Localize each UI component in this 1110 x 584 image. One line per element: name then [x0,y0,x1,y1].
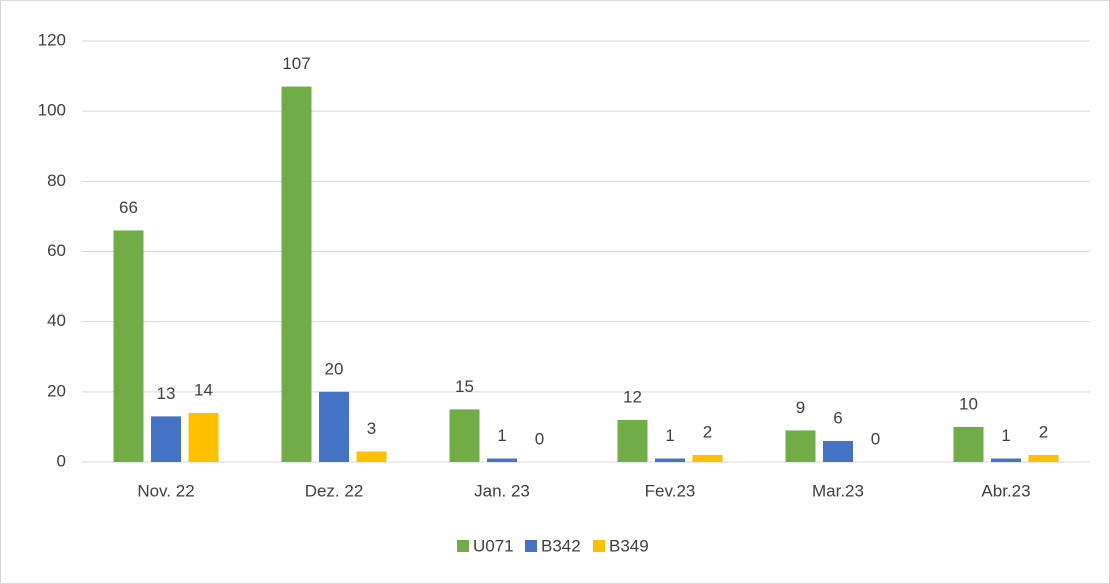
bar [823,440,853,462]
data-label: 6 [833,408,842,427]
x-tick-label: Jan. 23 [474,481,530,500]
data-label: 9 [796,398,805,417]
legend-swatch [593,540,605,552]
bar [113,230,144,462]
data-label: 1 [1001,426,1010,445]
bar [617,419,648,462]
bar [188,412,219,462]
x-tick-label: Abr.23 [981,481,1030,500]
data-label: 12 [623,387,642,406]
bar [785,430,816,462]
data-label: 20 [325,359,344,378]
data-label: 10 [959,394,978,413]
data-label: 0 [871,429,880,448]
bar [319,391,349,462]
legend-label: B349 [609,536,649,555]
y-tick-label: 40 [47,311,66,330]
data-label: 107 [282,54,310,73]
x-tick-label: Fev.23 [645,481,696,500]
bar [449,409,480,462]
y-tick-label: 20 [47,381,66,400]
data-label: 2 [703,422,712,441]
y-tick-label: 0 [57,451,66,470]
data-label: 0 [535,429,544,448]
bar [655,458,685,462]
bar [1028,454,1059,462]
legend-swatch [525,540,537,552]
bar [356,451,387,462]
bar [151,416,181,462]
data-label: 3 [367,419,376,438]
y-tick-label: 60 [47,241,66,260]
x-tick-label: Nov. 22 [137,481,194,500]
data-label: 2 [1039,422,1048,441]
data-label: 13 [157,384,176,403]
y-tick-label: 100 [38,101,66,120]
data-label: 15 [455,377,474,396]
bar [692,454,723,462]
x-tick-label: Mar.23 [812,481,864,500]
data-label: 1 [497,426,506,445]
legend-swatch [457,540,469,552]
data-label: 1 [665,426,674,445]
legend-label: B342 [541,536,581,555]
bar [281,86,312,462]
bar [953,426,984,462]
bar [991,458,1021,462]
data-label: 14 [194,380,213,399]
legend-label: U071 [473,536,514,555]
y-tick-label: 120 [38,30,66,49]
x-tick-label: Dez. 22 [305,481,364,500]
y-tick-label: 80 [47,171,66,190]
bar [487,458,517,462]
data-label: 66 [119,198,138,217]
